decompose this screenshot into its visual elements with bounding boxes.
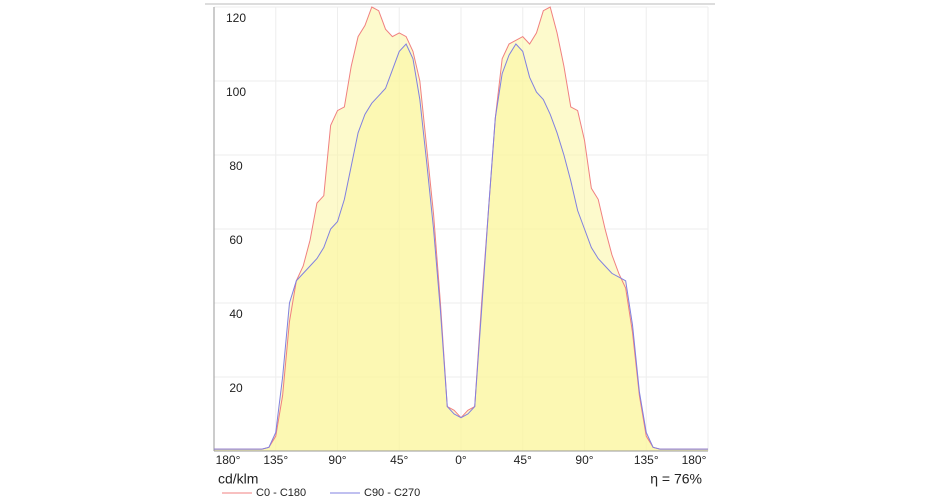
x-tick-label: 135° — [634, 453, 659, 467]
area — [214, 44, 708, 451]
y-tick-label: 120 — [226, 11, 246, 25]
legend-label: C0 - C180 — [256, 487, 306, 499]
x-tick-label: 180° — [216, 453, 241, 467]
x-tick-label: 90° — [575, 453, 593, 467]
x-tick-label: 45° — [514, 453, 532, 467]
areas — [213, 6, 709, 451]
annotation: η = 76% — [650, 471, 702, 487]
x-tick-label: 45° — [390, 453, 408, 467]
x-tick-label: 0° — [455, 453, 467, 467]
y-tick-label: 40 — [229, 307, 243, 321]
x-tick-label: 135° — [263, 453, 288, 467]
x-tick-label: 90° — [328, 453, 346, 467]
y-tick-label: 100 — [226, 85, 246, 99]
y-tick-label: 80 — [229, 159, 243, 173]
y-unit: cd/klm — [218, 471, 258, 487]
legend-label: C90 - C270 — [364, 487, 420, 499]
x-tick-label: 180° — [682, 453, 707, 467]
series-line — [214, 43, 708, 450]
y-tick-label: 20 — [229, 381, 243, 395]
y-tick-label: 60 — [229, 233, 243, 247]
